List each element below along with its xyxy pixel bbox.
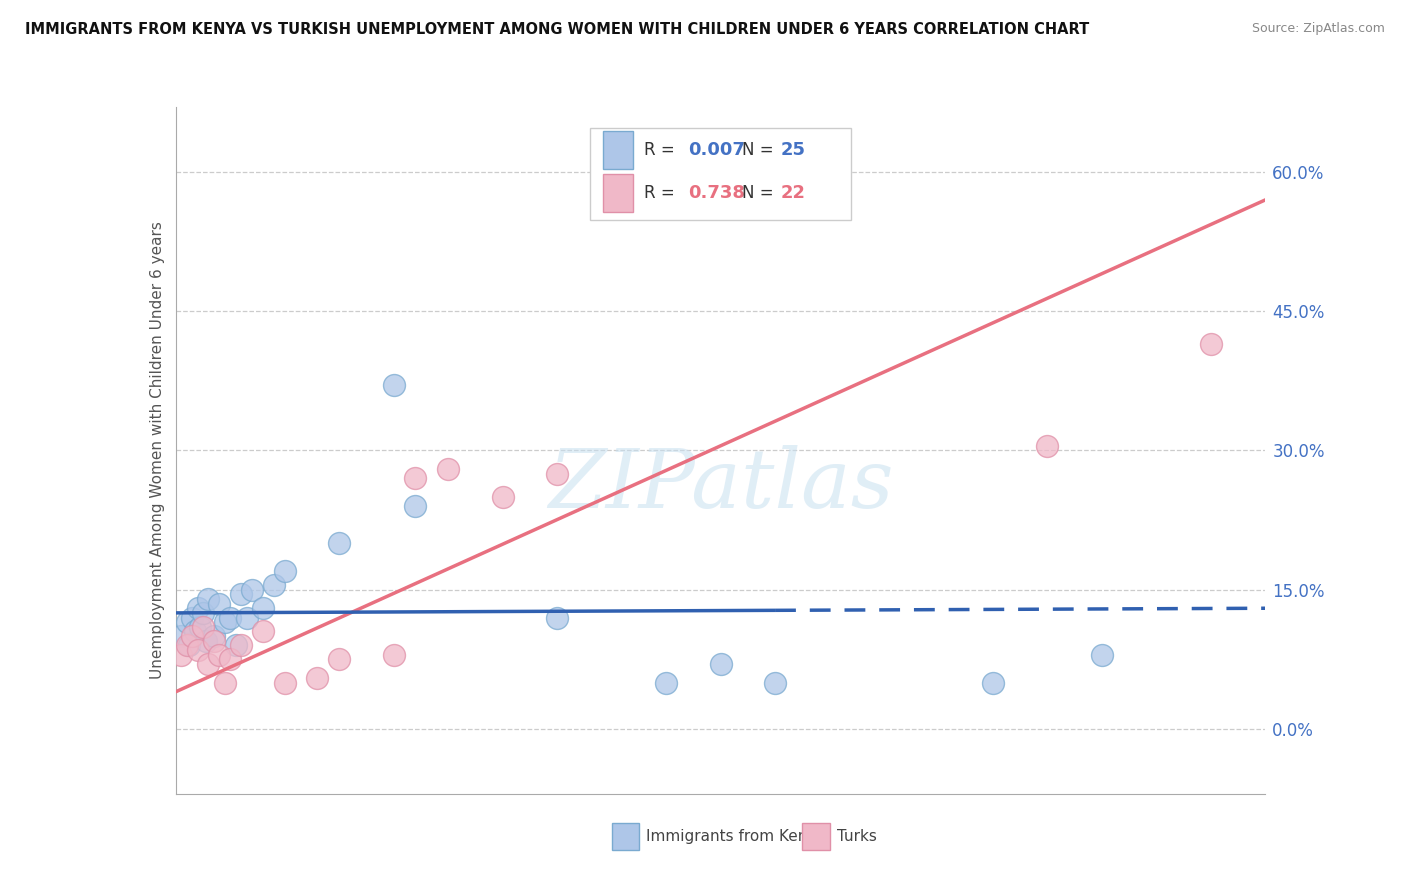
- Point: [307, 671, 329, 685]
- Point: [219, 610, 242, 624]
- Point: [263, 578, 285, 592]
- Bar: [603, 174, 634, 211]
- Point: [235, 610, 257, 624]
- Point: [437, 462, 460, 476]
- Text: 22: 22: [780, 184, 806, 202]
- Point: [1199, 336, 1222, 351]
- Point: [382, 378, 405, 392]
- Text: 0.738: 0.738: [688, 184, 745, 202]
- Point: [181, 629, 204, 643]
- Text: N =: N =: [742, 141, 779, 159]
- Point: [252, 601, 274, 615]
- Point: [328, 536, 350, 550]
- Text: Source: ZipAtlas.com: Source: ZipAtlas.com: [1251, 22, 1385, 36]
- Text: R =: R =: [644, 184, 681, 202]
- FancyBboxPatch shape: [591, 128, 852, 220]
- Point: [546, 610, 568, 624]
- Point: [240, 582, 263, 597]
- Point: [231, 587, 253, 601]
- Point: [225, 639, 247, 653]
- Point: [170, 629, 193, 643]
- Point: [252, 624, 274, 639]
- Point: [546, 467, 568, 481]
- Point: [492, 490, 515, 504]
- Text: R =: R =: [644, 141, 681, 159]
- Point: [208, 597, 231, 611]
- Point: [328, 652, 350, 666]
- Point: [214, 675, 236, 690]
- Bar: [612, 822, 638, 850]
- Point: [197, 657, 219, 671]
- Point: [382, 648, 405, 662]
- Point: [188, 620, 211, 634]
- Point: [219, 652, 242, 666]
- Point: [202, 629, 225, 643]
- Point: [981, 675, 1004, 690]
- Point: [184, 624, 207, 639]
- Point: [170, 648, 193, 662]
- Text: Immigrants from Kenya: Immigrants from Kenya: [647, 829, 827, 844]
- Text: 25: 25: [780, 141, 806, 159]
- Point: [208, 648, 231, 662]
- Point: [710, 657, 733, 671]
- Point: [186, 601, 209, 615]
- Bar: [603, 131, 634, 169]
- Point: [231, 639, 253, 653]
- Point: [197, 591, 219, 606]
- Bar: [803, 822, 830, 850]
- Text: 0.007: 0.007: [688, 141, 745, 159]
- Point: [177, 639, 200, 653]
- Text: IMMIGRANTS FROM KENYA VS TURKISH UNEMPLOYMENT AMONG WOMEN WITH CHILDREN UNDER 6 : IMMIGRANTS FROM KENYA VS TURKISH UNEMPLO…: [25, 22, 1090, 37]
- Point: [176, 615, 198, 630]
- Point: [1091, 648, 1114, 662]
- Point: [202, 633, 225, 648]
- Point: [763, 675, 786, 690]
- Point: [274, 564, 297, 578]
- Point: [191, 620, 214, 634]
- Y-axis label: Unemployment Among Women with Children Under 6 years: Unemployment Among Women with Children U…: [149, 221, 165, 680]
- Point: [274, 675, 297, 690]
- Point: [1036, 439, 1059, 453]
- Point: [405, 499, 427, 513]
- Point: [186, 643, 209, 657]
- Point: [405, 471, 427, 485]
- Text: N =: N =: [742, 184, 779, 202]
- Point: [181, 610, 204, 624]
- Text: Turks: Turks: [837, 829, 877, 844]
- Point: [214, 615, 236, 630]
- Point: [176, 639, 198, 653]
- Text: ZIPatlas: ZIPatlas: [548, 445, 893, 524]
- Point: [191, 606, 214, 620]
- Point: [655, 675, 678, 690]
- Point: [195, 633, 218, 648]
